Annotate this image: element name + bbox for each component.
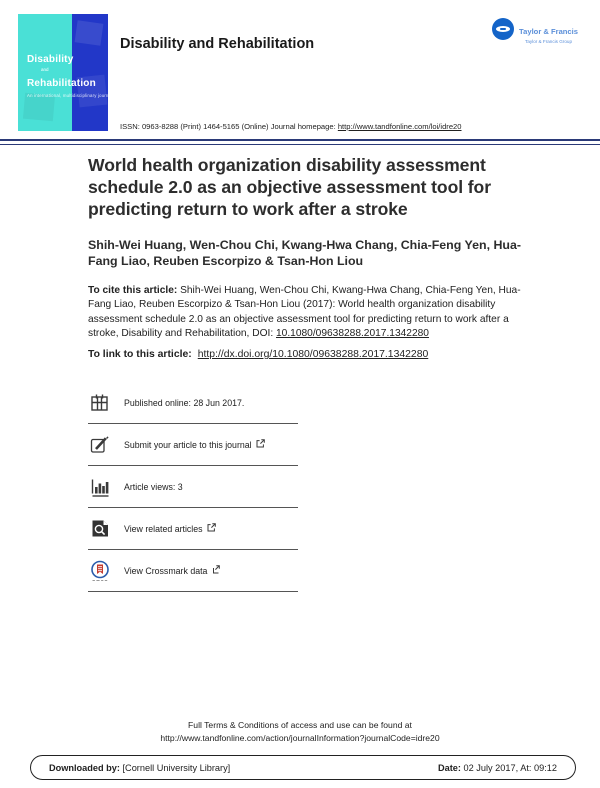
article-doi-link[interactable]: http://dx.doi.org/10.1080/09638288.2017.… bbox=[197, 349, 429, 360]
header-divider bbox=[0, 139, 600, 145]
external-link-icon bbox=[211, 565, 221, 576]
logo-line1: Taylor & Francis bbox=[519, 27, 578, 36]
calendar-icon bbox=[89, 393, 111, 413]
logo-line2: Taylor & Francis Group bbox=[525, 39, 573, 45]
cite-text: Shih-Wei Huang, Wen-Chou Chi, Kwang-Hwa … bbox=[88, 285, 521, 340]
published-online-row: Published online: 28 Jun 2017. bbox=[88, 382, 298, 424]
crossmark-label: View Crossmark data bbox=[124, 565, 208, 576]
link-block: To link to this article: http://dx.doi.or… bbox=[88, 349, 540, 360]
cover-title-word2: Rehabilitation bbox=[27, 77, 96, 89]
terms-note: Full Terms & Conditions of access and us… bbox=[0, 719, 600, 745]
cover-blue-panel bbox=[72, 14, 108, 131]
submit-article-label: Submit your article to this journal bbox=[124, 439, 252, 450]
taylor-francis-logo: Taylor & Francis Taylor & Francis Group bbox=[492, 18, 578, 45]
taylor-francis-logo-icon bbox=[492, 18, 515, 40]
action-list: Published online: 28 Jun 2017. Submit yo… bbox=[88, 382, 298, 592]
cite-doi-link[interactable]: 10.1080/09638288.2017.1342280 bbox=[276, 328, 429, 340]
journal-title: Disability and Rehabilitation bbox=[120, 36, 315, 52]
related-articles-row[interactable]: View related articles bbox=[88, 508, 298, 550]
article-views-label: Article views: 3 bbox=[124, 481, 183, 492]
cover-title: Disability and Rehabilitation An interna… bbox=[27, 50, 108, 99]
bar-chart-icon bbox=[89, 477, 111, 497]
terms-url[interactable]: http://www.tandfonline.com/action/journa… bbox=[160, 732, 440, 743]
external-link-icon bbox=[207, 523, 216, 534]
cite-label: To cite this article: bbox=[88, 285, 178, 296]
journal-cover-image: Disability and Rehabilitation An interna… bbox=[18, 14, 108, 131]
link-label: To link to this article: bbox=[88, 349, 192, 360]
external-link-icon bbox=[256, 439, 265, 450]
submit-icon bbox=[89, 435, 111, 455]
article-authors: Shih-Wei Huang, Wen-Chou Chi, Kwang-Hwa … bbox=[88, 238, 521, 269]
related-articles-icon bbox=[89, 519, 111, 538]
submit-article-row[interactable]: Submit your article to this journal bbox=[88, 424, 298, 466]
related-articles-label: View related articles bbox=[124, 523, 203, 534]
crossmark-icon bbox=[89, 560, 111, 582]
date-value: 02 July 2017, At: 09:12 bbox=[460, 762, 557, 773]
download-info-bar: Downloaded by: [Cornell University Libra… bbox=[30, 755, 576, 780]
published-online-label: Published online: 28 Jun 2017. bbox=[124, 397, 245, 408]
issn-line: ISSN: 0963-8288 (Print) 1464-5165 (Onlin… bbox=[120, 122, 462, 131]
cover-title-and: and bbox=[41, 66, 49, 72]
cover-teal-panel bbox=[18, 14, 72, 131]
cover-subtitle: An international, multidisciplinary jour… bbox=[27, 93, 108, 99]
terms-line1: Full Terms & Conditions of access and us… bbox=[188, 720, 412, 730]
journal-homepage-link[interactable]: http://www.tandfonline.com/loi/idre20 bbox=[337, 122, 462, 131]
issn-text: ISSN: 0963-8288 (Print) 1464-5165 (Onlin… bbox=[120, 122, 338, 131]
downloaded-by-value: [Cornell University Library] bbox=[119, 762, 231, 773]
citation-block: To cite this article: Shih-Wei Huang, We… bbox=[88, 284, 540, 342]
article-views-row: Article views: 3 bbox=[88, 466, 298, 508]
cover-title-word1: Disability bbox=[27, 54, 74, 65]
downloaded-by-label: Downloaded by: bbox=[49, 762, 120, 773]
article-title: World health organization disability ass… bbox=[88, 155, 491, 219]
crossmark-row[interactable]: View Crossmark data bbox=[88, 550, 298, 592]
date-label: Date: bbox=[437, 762, 461, 773]
